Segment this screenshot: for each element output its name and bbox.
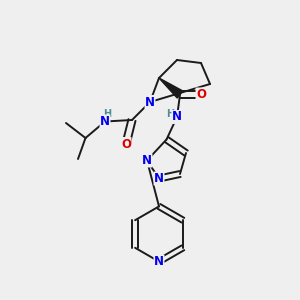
Text: N: N [154, 255, 164, 268]
Text: N: N [154, 172, 164, 185]
Text: N: N [142, 154, 152, 167]
Text: N: N [172, 110, 182, 124]
Polygon shape [159, 78, 183, 98]
Text: N: N [145, 95, 155, 109]
Text: O: O [196, 88, 206, 101]
Text: H: H [166, 109, 175, 119]
Text: H: H [103, 109, 112, 119]
Text: O: O [121, 137, 131, 151]
Text: N: N [100, 115, 110, 128]
